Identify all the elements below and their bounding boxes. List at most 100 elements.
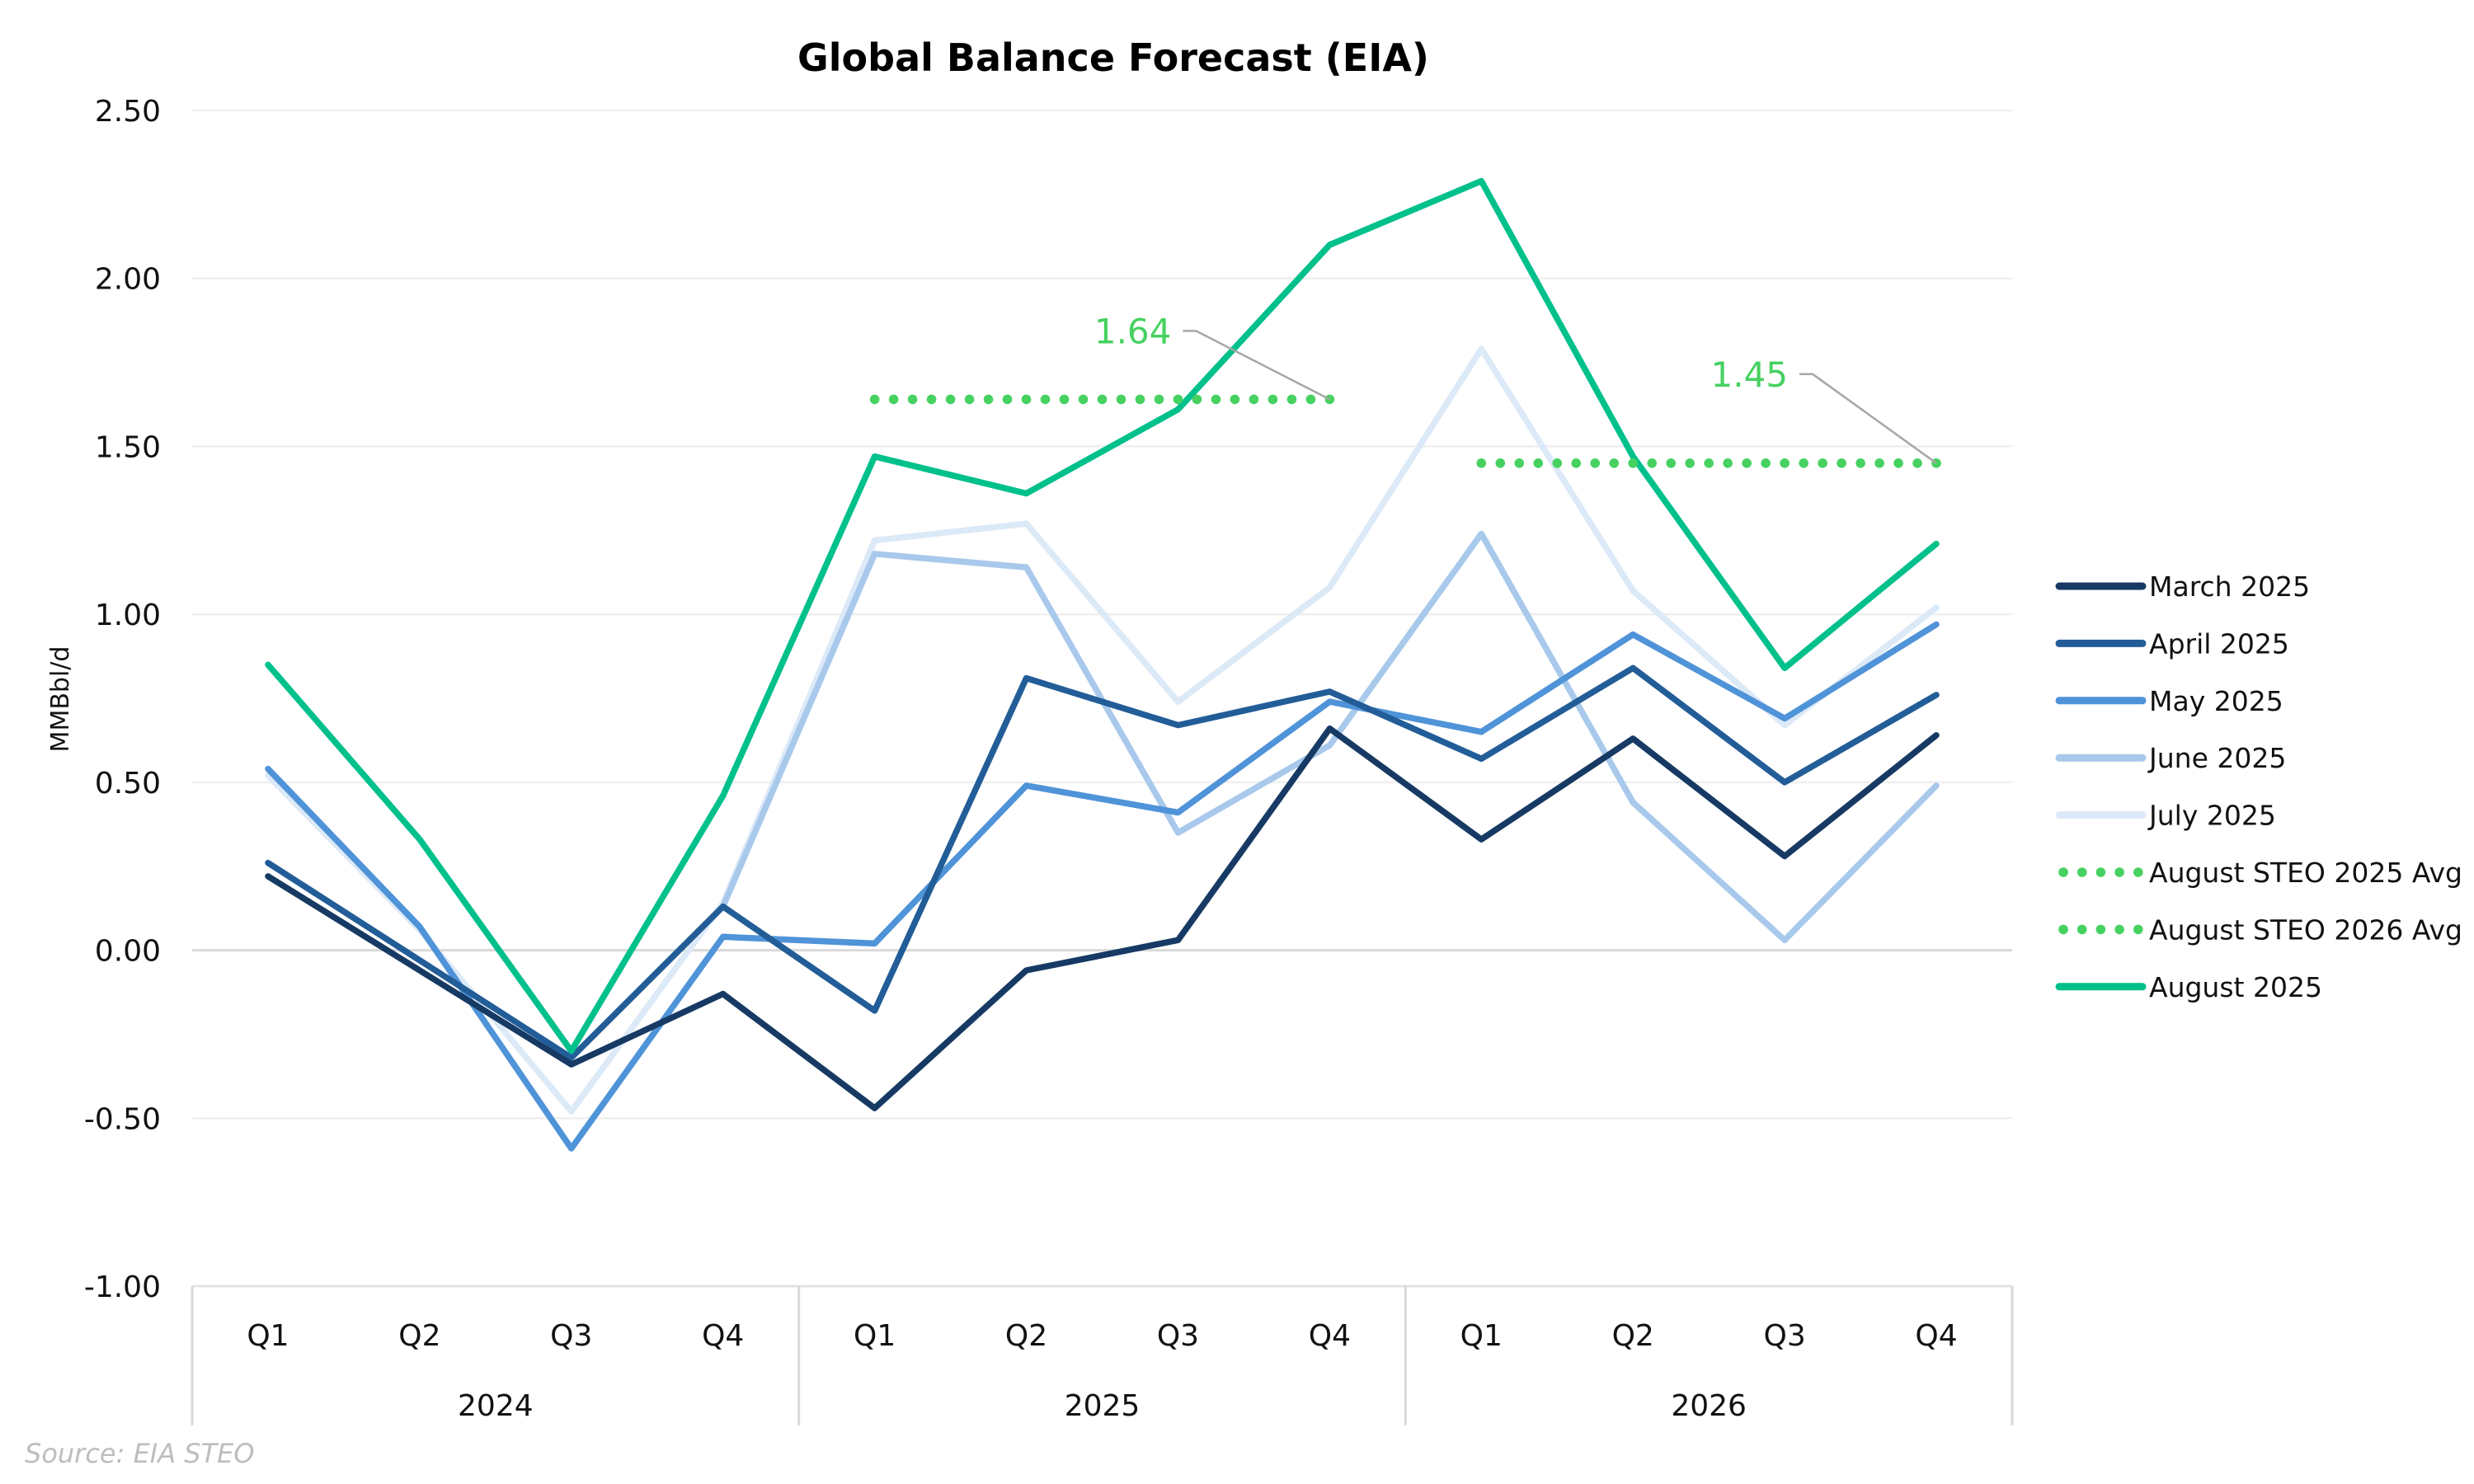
legend-item: July 2025 — [2055, 800, 2276, 832]
avg-dot — [1476, 458, 1487, 468]
legend-swatch-dot — [2077, 867, 2087, 877]
series-line — [265, 345, 1940, 1115]
x-group-label: 2024 — [458, 1389, 534, 1423]
y-tick-label: 2.00 — [95, 263, 161, 297]
legend-item: March 2025 — [2055, 571, 2310, 603]
legend-label: August STEO 2025 Avg — [2149, 857, 2462, 889]
avg-dot — [1856, 458, 1865, 468]
y-tick-label: 2.50 — [95, 95, 161, 129]
series-august-steo-2026-avg — [1476, 458, 1941, 468]
legend-item: August 2025 — [2055, 971, 2322, 1003]
x-group-label: 2026 — [1671, 1389, 1747, 1423]
avg-dot — [1818, 458, 1827, 468]
avg-dot — [926, 394, 937, 405]
avg-dot — [1173, 394, 1183, 405]
avg-dot — [945, 394, 956, 405]
avg-dot — [1780, 458, 1790, 468]
avg-dot — [1135, 394, 1145, 405]
x-tick-label: Q4 — [702, 1319, 744, 1353]
series-line — [265, 725, 1940, 1111]
series-line — [719, 530, 1940, 944]
avg-dot — [869, 394, 880, 405]
legend-swatch-dot — [2133, 924, 2143, 935]
avg-dot — [1912, 458, 1922, 468]
avg-dot — [1837, 458, 1846, 468]
avg-dot — [1154, 394, 1164, 405]
legend-label: August STEO 2026 Avg — [2149, 913, 2462, 946]
series-july-2025 — [265, 345, 1940, 1115]
avg-dot — [1723, 458, 1733, 468]
series-june-2025 — [719, 530, 1940, 944]
avg-dot — [1666, 458, 1676, 468]
avg-dot — [1211, 394, 1221, 405]
legend-item: August STEO 2025 Avg — [2058, 857, 2462, 889]
series-may-2025 — [265, 621, 1940, 1152]
y-tick-label: -1.00 — [84, 1270, 161, 1304]
legend-label: May 2025 — [2149, 685, 2284, 717]
legend-swatch-dot — [2058, 924, 2068, 935]
avg-dot — [1533, 458, 1544, 468]
avg-dot — [1742, 458, 1752, 468]
legend-label: March 2025 — [2149, 571, 2310, 603]
avg-dot — [1021, 394, 1032, 405]
avg-dot — [1893, 458, 1903, 468]
legend-swatch-dot — [2058, 867, 2068, 877]
x-tick-label: Q3 — [1157, 1319, 1199, 1353]
legend-swatch-dot — [2095, 924, 2106, 935]
legend-label: August 2025 — [2149, 971, 2322, 1003]
avg-dot — [1552, 458, 1563, 468]
legend-swatch-dot — [2095, 867, 2106, 877]
avg-dot — [1647, 458, 1657, 468]
x-tick-label: Q2 — [398, 1319, 440, 1353]
y-tick-label: 1.50 — [95, 430, 161, 464]
series-march-2025 — [265, 725, 1940, 1111]
avg-dot — [1609, 458, 1620, 468]
series-august-steo-2025-avg — [869, 394, 1335, 405]
avg-dot — [1571, 458, 1582, 468]
chart-title: Global Balance Forecast (EIA) — [797, 35, 1429, 80]
avg-dot — [1078, 394, 1089, 405]
avg-dot — [1799, 458, 1808, 468]
legend-swatch-dot — [2114, 867, 2124, 877]
annotations: 1.64 1.45 — [1094, 311, 1937, 464]
avg-dot — [983, 394, 994, 405]
avg-dot — [1495, 458, 1506, 468]
avg-dot — [1097, 394, 1108, 405]
series-group — [265, 177, 1941, 1152]
avg-dot — [1230, 394, 1240, 405]
series-line — [265, 621, 1940, 1152]
annotation-leader — [1183, 330, 1330, 401]
annotation-leader — [1799, 373, 1937, 464]
legend-swatch-dot — [2114, 924, 2124, 935]
x-axis: 2024 2025 2026 Q1 Q2 Q3 Q4 Q1 Q2 Q3 Q4 Q1 Q2 Q3 Q4 — [190, 1284, 2014, 1425]
x-tick-label: Q1 — [854, 1319, 896, 1353]
series-line — [265, 177, 1940, 1054]
avg-dot — [1286, 394, 1297, 405]
avg-dot — [1002, 394, 1013, 405]
x-tick-label: Q3 — [1764, 1319, 1806, 1353]
annotation-label: 1.64 — [1094, 311, 1172, 351]
legend: March 2025 April 2025 May 2025 June 2025 Jul… — [2055, 571, 2462, 1003]
legend-item: August STEO 2026 Avg — [2058, 913, 2462, 946]
legend-swatch-dot — [2077, 924, 2087, 935]
y-tick-label: -0.50 — [84, 1102, 161, 1136]
legend-item: June 2025 — [2055, 742, 2286, 774]
y-tick-label: 0.00 — [95, 935, 161, 969]
avg-dot — [1324, 394, 1335, 405]
avg-dot — [1704, 458, 1714, 468]
avg-dot — [888, 394, 899, 405]
x-tick-label: Q1 — [1460, 1319, 1503, 1353]
avg-dot — [1249, 394, 1259, 405]
legend-label: April 2025 — [2149, 627, 2289, 660]
avg-dot — [1685, 458, 1695, 468]
legend-label: June 2025 — [2147, 742, 2286, 774]
avg-dot — [1590, 458, 1601, 468]
series-august-2025 — [265, 177, 1940, 1054]
annotation-label: 1.45 — [1711, 355, 1789, 395]
series-line — [265, 665, 1940, 1061]
x-tick-label: Q1 — [247, 1319, 289, 1353]
y-tick-label: 0.50 — [95, 767, 161, 801]
avg-dot — [1305, 394, 1316, 405]
avg-dot — [964, 394, 975, 405]
